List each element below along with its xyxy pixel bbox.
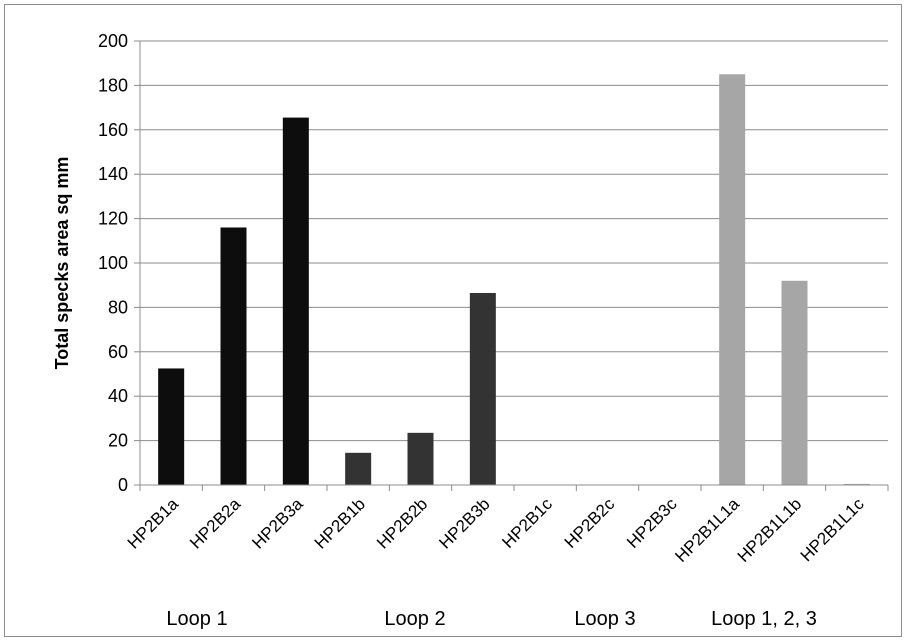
group-label: Loop 1: [166, 608, 227, 630]
bar: [469, 292, 496, 485]
group-label: Loop 1, 2, 3: [711, 608, 817, 630]
y-tick-label: 160: [98, 120, 128, 140]
y-tick-label: 80: [108, 297, 128, 317]
x-tick-label: HP2B1L1c: [797, 494, 868, 565]
x-tick-label: HP2B3a: [248, 494, 307, 553]
group-label: Loop 2: [384, 608, 445, 630]
x-tick-label: HP2B3b: [435, 494, 493, 552]
y-tick-label: 0: [118, 475, 128, 495]
y-tick-labels: 0 20 40 60 80 100 120 140 160 180 200: [98, 31, 128, 495]
bar: [407, 432, 434, 485]
x-tick-label: HP2B2c: [561, 494, 619, 552]
x-tick-label: HP2B1a: [124, 494, 183, 553]
bar: [282, 117, 309, 485]
grid-lines: [140, 40, 888, 442]
y-tick-label: 100: [98, 253, 128, 273]
x-tick-labels: HP2B1a HP2B2a HP2B3a HP2B1b HP2B2b HP2B3b HP2B…: [124, 494, 868, 566]
bar: [843, 483, 870, 485]
bar: [345, 452, 372, 485]
y-tick-label: 40: [108, 386, 128, 406]
x-tick-label: HP2B2b: [373, 494, 431, 552]
group-labels: Loop 1 Loop 2 Loop 3 Loop 1, 2, 3: [166, 608, 816, 630]
y-tick-label: 120: [98, 209, 128, 229]
x-tick-label: HP2B1c: [498, 494, 556, 552]
chart-frame: [4, 4, 902, 637]
x-tick-label: HP2B1L1b: [734, 494, 806, 566]
axes: [134, 40, 889, 491]
bar: [781, 280, 808, 485]
bars: [158, 74, 870, 486]
bar: [158, 368, 185, 485]
y-tick-label: 180: [98, 75, 128, 95]
x-tick-label: HP2B3c: [623, 494, 681, 552]
y-tick-label: 140: [98, 164, 128, 184]
x-tick-label: HP2B2a: [186, 494, 245, 553]
y-axis-label: Total specks area sq mm: [52, 157, 72, 370]
bar: [220, 227, 247, 486]
x-tick-label: HP2B1L1a: [671, 494, 743, 566]
group-label: Loop 3: [574, 608, 635, 630]
y-tick-label: 20: [108, 431, 128, 451]
x-tick-label: HP2B1b: [311, 494, 369, 552]
y-tick-label: 200: [98, 31, 128, 51]
bar: [719, 74, 746, 486]
y-tick-label: 60: [108, 342, 128, 362]
